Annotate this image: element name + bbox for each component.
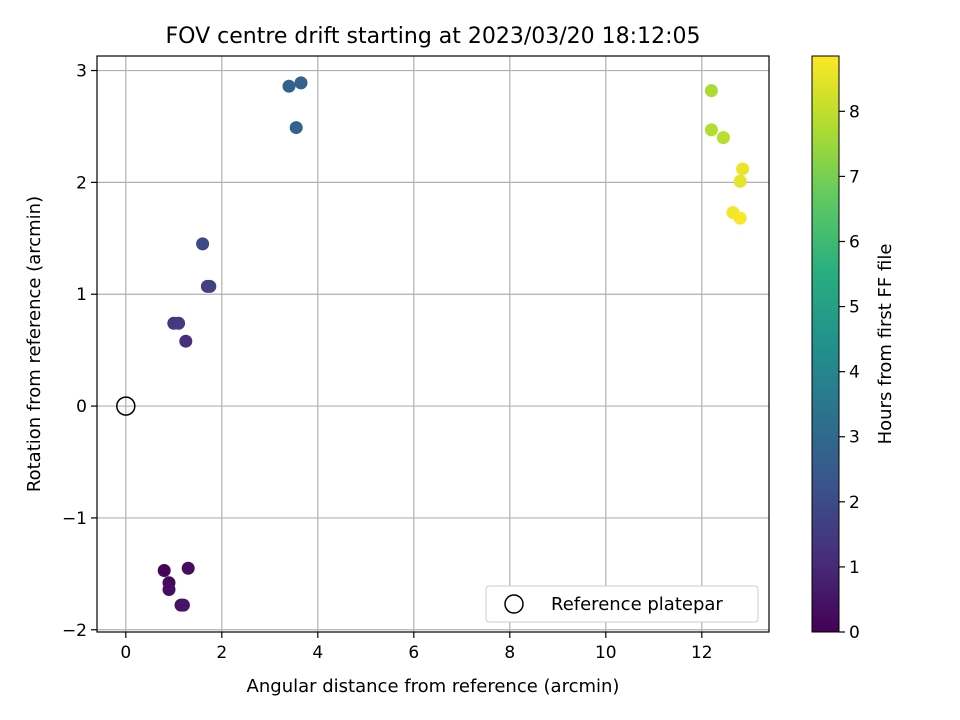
y-tick-label: 0	[76, 397, 87, 417]
colorbar-ticks: 0 1 2 3 4 5 6 7 8	[839, 102, 860, 643]
colorbar-gradient	[811, 55, 840, 633]
colorbar-tick-label: 4	[849, 363, 860, 383]
data-point	[704, 84, 718, 98]
colorbar-tick-label: 8	[849, 102, 860, 122]
data-point	[176, 598, 190, 612]
reference-point-marker	[116, 396, 136, 416]
x-tick-label: 4	[312, 643, 323, 663]
colorbar-tick-label: 5	[849, 298, 860, 318]
x-tick-label: 0	[120, 643, 131, 663]
y-axis-ticks: −2 −1 0 1 2 3	[62, 62, 97, 641]
legend-reference-marker	[504, 594, 524, 614]
data-point	[181, 561, 195, 575]
y-tick-label: 1	[76, 285, 87, 305]
colorbar-tick-label: 6	[849, 232, 860, 252]
legend-reference-label: Reference platepar	[551, 594, 723, 615]
colorbar-tick-label: 2	[849, 493, 860, 513]
legend: Reference platepar	[485, 585, 759, 623]
colorbar: 0 1 2 3 4 5 6 7 8 Hours from first FF file	[811, 55, 896, 643]
data-point	[172, 316, 186, 330]
plot-frame	[96, 55, 770, 633]
data-point	[736, 162, 750, 176]
x-axis-ticks: 0 2 4 6 8 10 12	[120, 632, 713, 663]
data-point	[289, 121, 303, 135]
data-point	[162, 582, 176, 596]
y-tick-label: 3	[76, 62, 87, 82]
colorbar-tick-label: 1	[849, 558, 860, 578]
x-tick-label: 6	[408, 643, 419, 663]
y-tick-label: 2	[76, 173, 87, 193]
y-axis-label: Rotation from reference (arcmin)	[24, 196, 45, 492]
data-point	[282, 79, 296, 93]
colorbar-label: Hours from first FF file	[875, 244, 896, 445]
y-tick-label: −2	[62, 621, 87, 641]
data-point	[196, 237, 210, 251]
data-point	[294, 76, 308, 90]
x-tick-label: 12	[691, 643, 713, 663]
data-point	[733, 174, 747, 188]
colorbar-tick-label: 3	[849, 428, 860, 448]
data-point	[157, 563, 171, 577]
data-point	[704, 123, 718, 137]
y-tick-label: −1	[62, 509, 87, 529]
x-tick-label: 10	[595, 643, 617, 663]
x-tick-label: 2	[216, 643, 227, 663]
x-axis-label: Angular distance from reference (arcmin)	[247, 676, 620, 697]
colorbar-tick-label: 7	[849, 167, 860, 187]
data-points	[157, 76, 750, 612]
x-tick-label: 8	[504, 643, 515, 663]
grid-lines	[97, 56, 769, 632]
data-point	[179, 334, 193, 348]
chart-title: FOV centre drift starting at 2023/03/20 …	[166, 24, 701, 49]
data-point	[733, 211, 747, 225]
data-point	[203, 279, 217, 293]
colorbar-tick-label: 0	[849, 623, 860, 643]
legend-box	[485, 585, 759, 623]
data-point	[716, 131, 730, 145]
